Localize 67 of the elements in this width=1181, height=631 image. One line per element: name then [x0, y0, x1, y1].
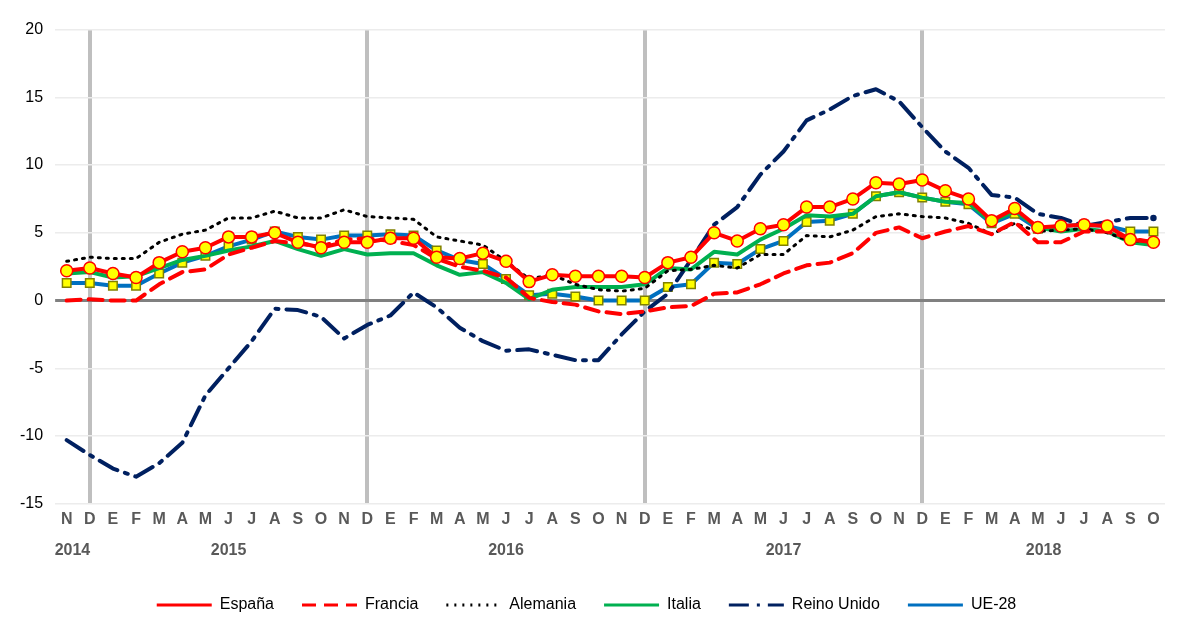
x-tick-label: J — [779, 509, 788, 527]
y-tick-label: -10 — [20, 426, 44, 444]
x-tick-label: M — [152, 509, 166, 527]
x-tick-label: S — [1124, 509, 1136, 527]
x-tick-label: A — [453, 509, 466, 527]
legend-label: UE-28 — [970, 595, 1017, 613]
x-tick-label: O — [592, 509, 605, 527]
x-tick-label: D — [84, 509, 96, 527]
x-tick-label: E — [940, 509, 951, 527]
text: 2016 — [488, 541, 524, 559]
x-tick-label: A — [1008, 509, 1021, 527]
x-tick-label: M — [429, 509, 444, 527]
x-tick-label: F — [408, 509, 419, 527]
x-tick-label: M — [707, 509, 721, 527]
x-tick-label: M — [984, 509, 999, 527]
x-tick-label: S — [570, 509, 582, 527]
x-tick-label: A — [269, 509, 282, 527]
x-tick-label: A — [546, 509, 559, 527]
x-tick-label: F — [686, 509, 697, 527]
x-tick-label: A — [1101, 509, 1114, 527]
x-tick-label: M — [476, 509, 490, 527]
legend-label: Alemania — [509, 595, 577, 613]
x-tick-label: J — [1079, 509, 1089, 527]
x-tick-label: D — [361, 509, 374, 527]
legend-label: Francia — [365, 595, 419, 613]
x-tick-label: O — [869, 509, 883, 527]
x-tick-label: E — [662, 509, 674, 527]
x-tick-label: D — [638, 509, 651, 527]
x-tick-label: S — [847, 509, 859, 527]
x-tick-label: J — [501, 509, 511, 527]
legend-label: Italia — [667, 595, 701, 613]
x-tick-label: J — [1056, 509, 1066, 527]
x-tick-label: D — [916, 509, 928, 527]
x-tick-label: M — [198, 509, 213, 527]
y-tick-label: 5 — [34, 223, 44, 241]
x-tick-label: J — [802, 509, 812, 527]
x-tick-label: O — [314, 509, 328, 527]
x-tick-label: F — [131, 509, 142, 527]
x-tick-label: F — [963, 509, 974, 527]
x-tick-label: M — [753, 509, 768, 527]
y-tick-label: -5 — [28, 358, 44, 376]
x-tick-label: M — [1031, 509, 1045, 527]
legend-label: España — [219, 595, 275, 613]
y-tick-label: 10 — [25, 155, 44, 173]
x-tick-label: N — [338, 509, 350, 527]
text: 2014 — [54, 541, 91, 559]
x-tick-label: A — [731, 509, 744, 527]
x-tick-label: E — [107, 509, 119, 527]
x-tick-label: O — [1147, 509, 1160, 527]
y-tick-label: -15 — [20, 494, 44, 512]
text: 2015 — [210, 541, 247, 559]
x-tick-label: A — [176, 509, 189, 527]
legend-label: Reino Unido — [791, 595, 881, 613]
x-tick-label: E — [385, 509, 397, 527]
y-tick-label: 20 — [25, 20, 44, 38]
x-tick-label: J — [224, 509, 233, 527]
y-tick-label: 15 — [25, 87, 44, 105]
x-tick-label: N — [615, 509, 628, 527]
x-tick-label: S — [292, 509, 304, 527]
text: 2018 — [1025, 541, 1062, 559]
x-tick-label: J — [247, 509, 257, 527]
y-tick-label: 0 — [34, 290, 44, 308]
x-tick-label: A — [823, 509, 836, 527]
x-tick-label: N — [60, 509, 73, 527]
x-tick-label: J — [524, 509, 534, 527]
x-tick-label: N — [893, 509, 905, 527]
text: 2017 — [765, 541, 802, 559]
